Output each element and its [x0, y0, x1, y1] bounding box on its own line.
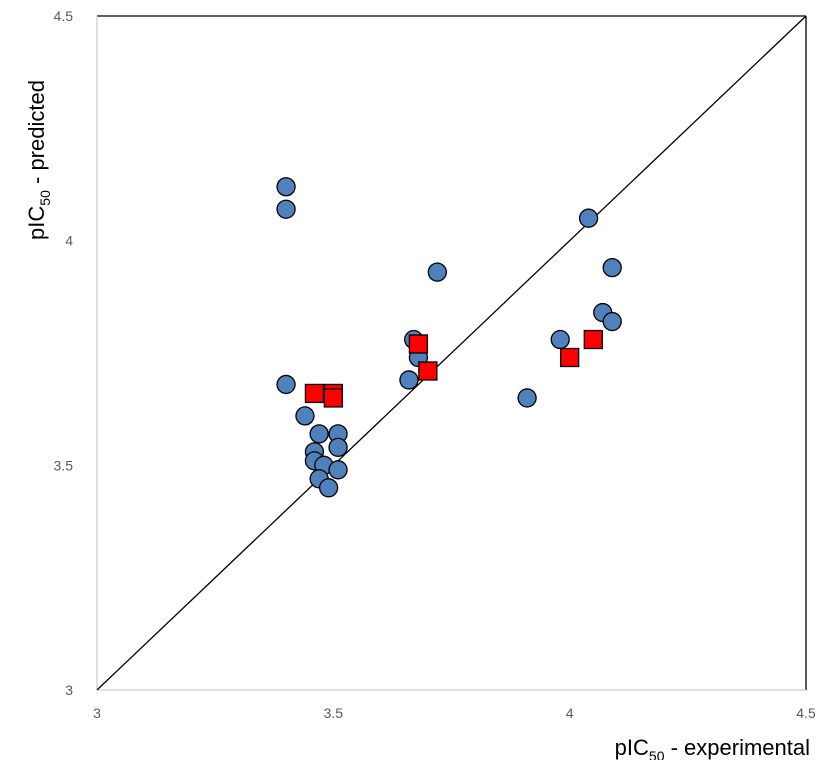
data-point-square	[304, 383, 325, 404]
x-tick-label: 3.5	[324, 705, 344, 721]
x-tick-label: 4	[566, 705, 574, 721]
data-point-circle	[550, 329, 570, 350]
data-point-square	[583, 329, 603, 350]
data-point-circle	[276, 199, 296, 219]
data-point-circle	[328, 437, 348, 458]
y-tick-label: 4	[65, 233, 73, 249]
y-tick-label: 3	[65, 682, 73, 698]
data-point-circle	[602, 257, 622, 278]
y-axis-title: pIC50 - predicted	[24, 80, 53, 240]
data-point-circle	[517, 388, 537, 408]
y-tick-label: 4.5	[54, 8, 74, 24]
data-point-circle	[578, 208, 599, 228]
data-point-square	[560, 347, 580, 368]
identity-line	[96, 15, 807, 691]
y-tick-label: 3.5	[54, 457, 74, 473]
data-point-circle	[318, 478, 339, 498]
data-point-circle	[295, 406, 315, 426]
x-tick-label: 4.5	[796, 705, 816, 721]
x-tick-label: 3	[93, 705, 101, 721]
data-point-circle	[328, 460, 348, 480]
data-point-square	[408, 334, 429, 354]
data-point-circle	[276, 177, 296, 197]
data-point-square	[323, 388, 343, 408]
data-point-circle	[427, 262, 447, 282]
data-point-square	[418, 361, 438, 381]
data-point-circle	[399, 370, 419, 390]
x-axis-title: pIC50 - experimental	[615, 735, 810, 760]
data-point-circle	[309, 424, 329, 444]
data-point-circle	[276, 374, 296, 395]
data-point-circle	[602, 311, 622, 332]
